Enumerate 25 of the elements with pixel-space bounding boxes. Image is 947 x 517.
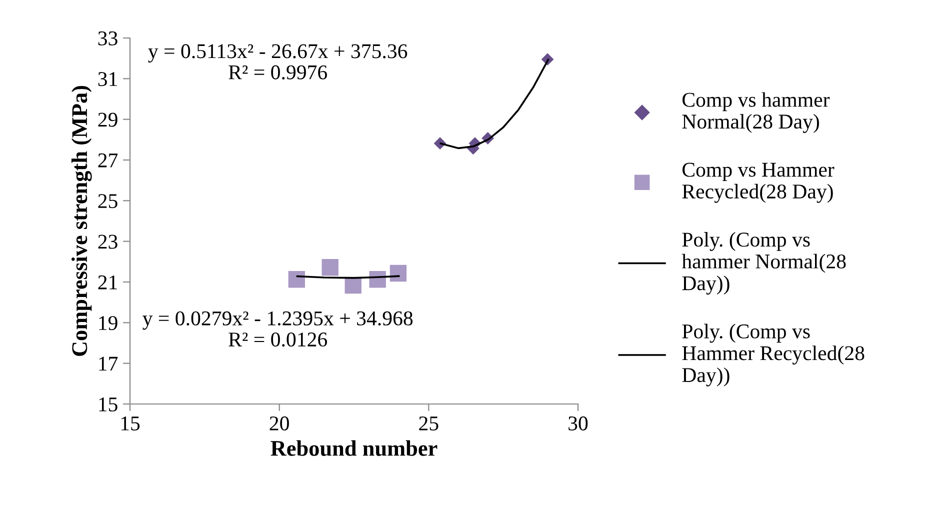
x-tick-label: 25 bbox=[419, 416, 438, 430]
y-tick-label: 19 bbox=[99, 316, 118, 330]
x-tick-label: 30 bbox=[568, 416, 588, 430]
y-tick-label: 31 bbox=[98, 72, 117, 86]
y-tick-label: 17 bbox=[99, 356, 118, 371]
x-tick-label: 15 bbox=[121, 416, 140, 430]
x-tick-label: 20 bbox=[270, 416, 289, 430]
y-tick-label: 25 bbox=[98, 194, 118, 208]
point bbox=[322, 259, 338, 276]
legend-label: Poly. (Comp vs Hammer Recycled(28 Day)) bbox=[682, 324, 864, 386]
annotation: y = 0.5113x² - 26.67x + 375.36 R² = 0.9976 bbox=[148, 44, 408, 80]
y-tick-label: 27 bbox=[98, 153, 118, 168]
annotation: y = 0.0279x² - 1.2395x + 34.968 R² = 0.0126 bbox=[142, 311, 413, 347]
y-tick-label: 29 bbox=[98, 112, 118, 127]
legend-label: Comp vs Hammer Recycled(28 Day) bbox=[682, 162, 834, 203]
x-axis-title: Rebound number bbox=[270, 440, 438, 456]
y-tick-label: 15 bbox=[99, 397, 118, 412]
legend-label: Comp vs hammer Normal(28 Day) bbox=[682, 92, 830, 133]
point bbox=[390, 264, 407, 282]
y-tick-label: 21 bbox=[98, 275, 117, 290]
y-tick-label: 23 bbox=[98, 234, 118, 249]
y-axis-title: Compressive strength (MPa) bbox=[71, 86, 92, 356]
point bbox=[288, 271, 305, 288]
legend-label: Poly. (Comp vs hammer Normal(28 Day)) bbox=[682, 232, 846, 295]
y-tick-label: 33 bbox=[98, 31, 118, 46]
